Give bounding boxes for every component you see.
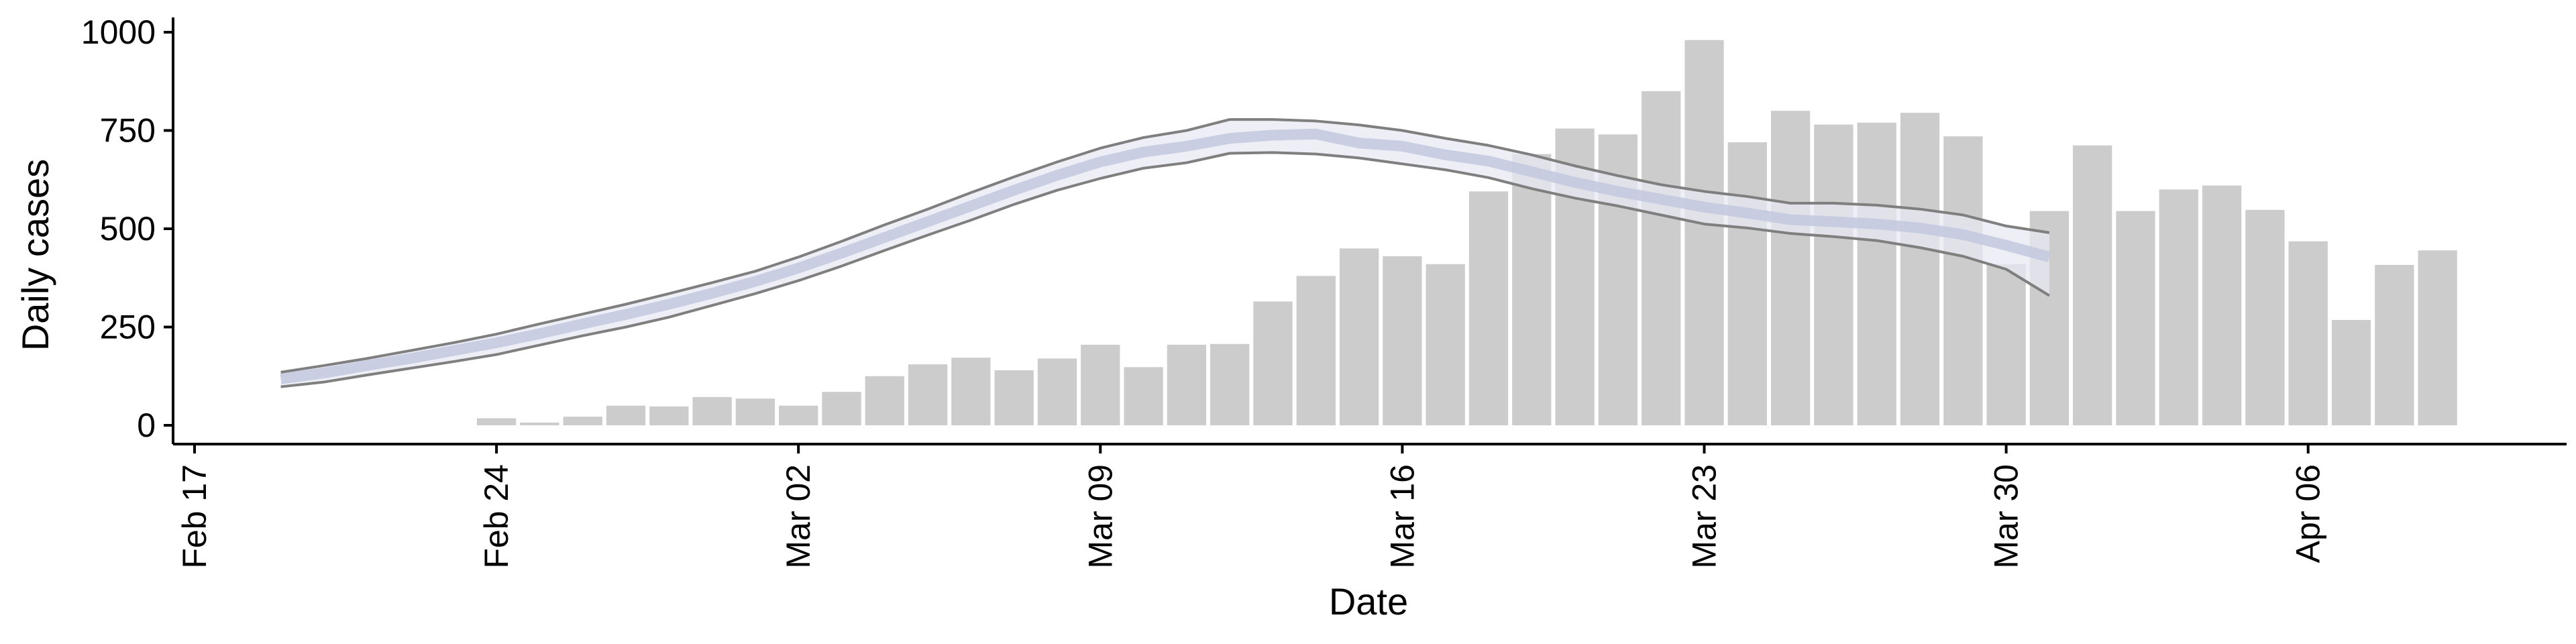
lower-bound-line <box>280 151 2050 388</box>
bar <box>779 405 818 425</box>
bar <box>1857 122 1896 425</box>
bar <box>606 405 646 425</box>
bar <box>1986 264 2026 425</box>
y-tick-label: 250 <box>100 309 156 346</box>
bar <box>2418 250 2457 425</box>
bar <box>1642 91 1681 425</box>
bar <box>994 370 1034 425</box>
upper-bound-line <box>280 118 2050 374</box>
bar <box>2202 185 2242 425</box>
x-tick-label: Mar 09 <box>1081 464 1119 569</box>
bar <box>520 422 559 425</box>
bar <box>2245 209 2285 425</box>
x-tick-label: Feb 24 <box>478 464 515 569</box>
axes: 0 250 500 750 1000 Feb 17 Feb 24 Mar 02 Mar 09 M… <box>81 13 2567 569</box>
bar <box>2375 264 2414 425</box>
bar <box>908 364 948 425</box>
median-line <box>280 128 2051 384</box>
x-axis-title: Date <box>1329 580 1408 623</box>
bar <box>476 418 517 425</box>
bar <box>1727 142 1767 425</box>
y-ticks: 0 250 500 750 1000 <box>81 13 173 444</box>
bar <box>1943 136 1983 426</box>
bar <box>649 406 689 425</box>
bar <box>865 376 904 425</box>
bar <box>2288 241 2328 425</box>
bar <box>1684 40 1724 426</box>
bar <box>1770 111 1811 425</box>
bar <box>735 398 775 425</box>
bar <box>1210 343 1250 425</box>
bar <box>2159 189 2198 425</box>
bar <box>951 358 991 425</box>
x-ticks: Feb 17 Feb 24 Mar 02 Mar 09 Mar 16 Mar 23 Mar … <box>176 444 2327 569</box>
bar <box>1167 344 1207 425</box>
bar <box>1512 154 1552 425</box>
y-tick-label: 500 <box>100 210 156 248</box>
bar <box>2331 319 2371 425</box>
x-tick-label: Mar 23 <box>1686 464 1723 569</box>
y-tick-label: 1000 <box>81 13 156 51</box>
x-tick-label: Mar 02 <box>780 464 817 569</box>
bar <box>692 396 732 425</box>
y-axis-title: Daily cases <box>14 159 56 351</box>
bar <box>1081 344 1120 425</box>
bar <box>822 392 861 425</box>
bar <box>1253 301 1293 425</box>
y-tick-label: 750 <box>100 112 156 150</box>
bar <box>1296 276 1336 425</box>
x-tick-label: Mar 30 <box>1988 464 2025 569</box>
bar-layer <box>476 40 2457 426</box>
bar <box>1468 191 1509 425</box>
bar <box>1037 358 1077 425</box>
bar <box>1383 256 1422 425</box>
bar <box>1426 264 1465 425</box>
bar <box>1900 113 1940 425</box>
bar <box>1339 248 1379 425</box>
x-tick-label: Apr 06 <box>2290 464 2327 563</box>
bar <box>1814 124 1854 425</box>
bar <box>2116 211 2155 425</box>
bar <box>2073 145 2112 425</box>
band-layer <box>280 118 2051 388</box>
bar <box>1124 367 1163 425</box>
y-tick-label: 0 <box>137 407 156 444</box>
bar <box>563 417 602 425</box>
x-tick-label: Feb 17 <box>176 464 213 569</box>
x-tick-label: Mar 16 <box>1383 464 1421 569</box>
